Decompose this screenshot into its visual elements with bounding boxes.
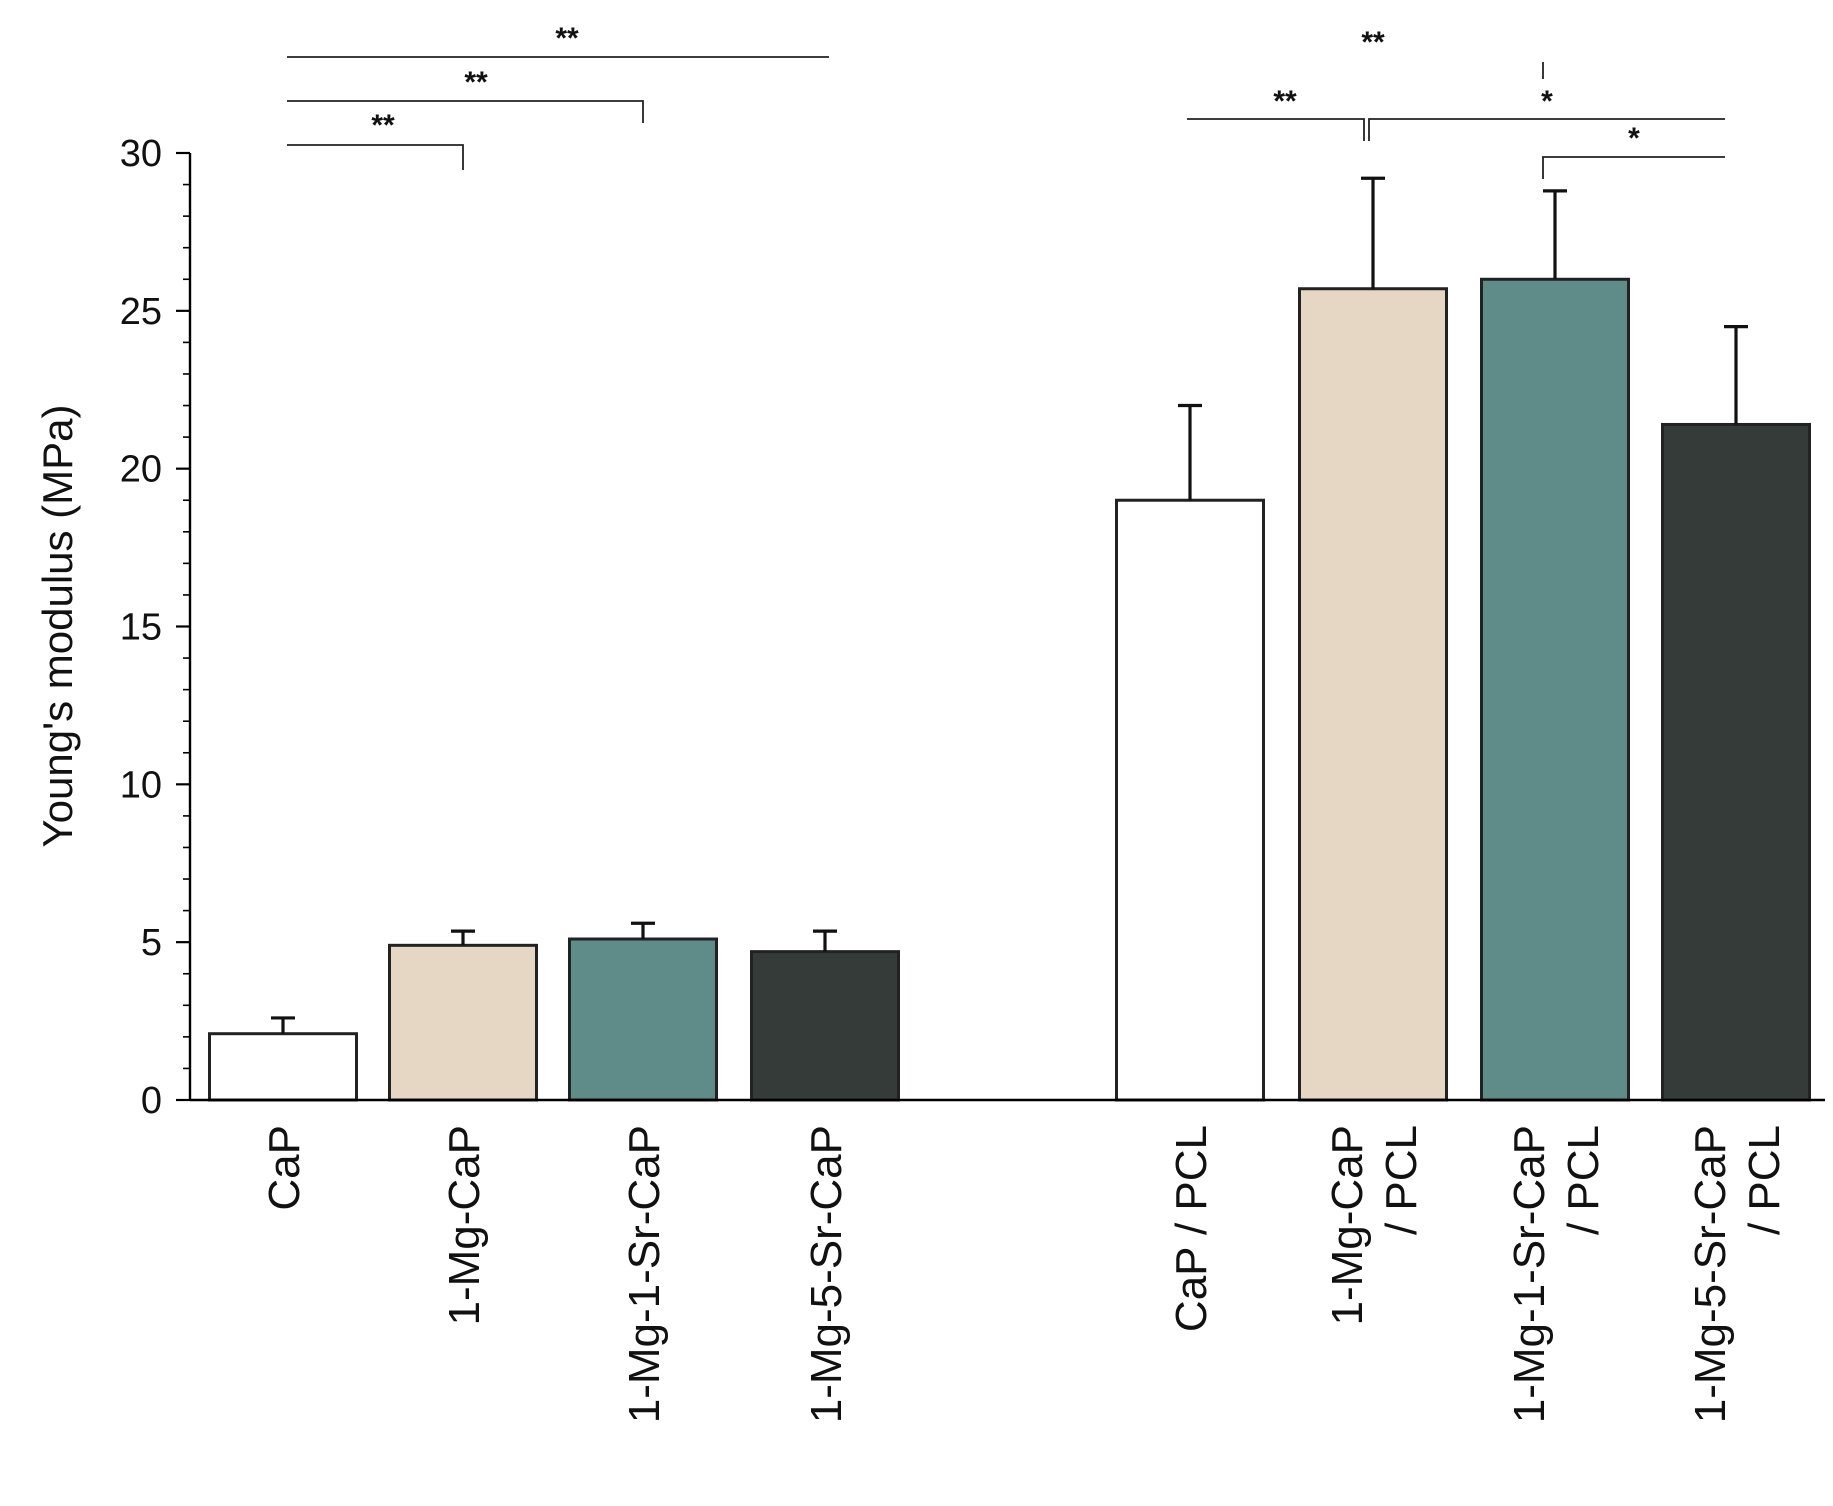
y-tick-label-1: 5: [141, 922, 162, 964]
y-tick-label-0: 0: [141, 1080, 162, 1122]
x-category-label-line: 1-Mg-5-Sr-CaP: [802, 1125, 851, 1423]
x-category-label-4: CaP / PCL: [1167, 1125, 1216, 1332]
bars-group: [208, 176, 1811, 1102]
bar-5: [1298, 287, 1448, 1102]
y-tick-label-6: 30: [120, 133, 162, 175]
x-category-label-line: / PCL: [1559, 1125, 1608, 1235]
x-category-label-line: 1-Mg-1-Sr-CaP: [1505, 1125, 1554, 1423]
x-category-label-line: 1-Mg-CaP: [440, 1125, 489, 1326]
significance-bracket-5: [1542, 156, 1725, 179]
significance-group: ******** ****: [287, 22, 1725, 179]
significance-bracket-3: [1187, 118, 1365, 141]
x-category-label-5: 1-Mg-CaP / PCL: [1323, 1125, 1426, 1326]
significance-bracket-2: [287, 144, 464, 170]
bar-7: [1661, 422, 1811, 1102]
y-tick-label-5: 25: [120, 291, 162, 333]
y-axis-title: Young's modulus (MPa): [34, 404, 81, 847]
x-category-label-3: 1-Mg-5-Sr-CaP: [802, 1125, 851, 1423]
bar-4: [1115, 498, 1265, 1102]
x-category-label-line: / PCL: [1740, 1125, 1789, 1235]
bar-6: [1480, 277, 1630, 1102]
y-tick-label-3: 15: [120, 607, 162, 649]
y-tick-label-4: 20: [120, 449, 162, 491]
significance-label-1: **: [464, 66, 488, 99]
x-category-label-7: 1-Mg-5-Sr-CaP / PCL: [1686, 1125, 1789, 1423]
x-category-label-line: CaP / PCL: [1167, 1125, 1216, 1332]
axis-group: 0 5 10 15 20 25 30 Young's modulus (MPa): [34, 133, 1825, 1122]
significance-label-0: **: [555, 22, 579, 55]
y-tick-label-2: 10: [120, 764, 162, 806]
x-category-label-line: 1-Mg-CaP: [1323, 1125, 1372, 1326]
bar-2: [568, 937, 718, 1102]
significance-bracket-4: [1368, 118, 1725, 141]
significance-label-2: **: [371, 109, 395, 142]
x-category-label-line: 1-Mg-5-Sr-CaP: [1686, 1125, 1735, 1423]
x-category-label-2: 1-Mg-1-Sr-CaP: [620, 1125, 669, 1423]
significance-bracket-1: [287, 100, 644, 123]
significance-label-3: **: [1273, 85, 1297, 118]
x-category-label-1: 1-Mg-CaP: [440, 1125, 489, 1326]
x-category-label-line: / PCL: [1377, 1125, 1426, 1235]
x-category-label-line: CaP: [260, 1125, 309, 1211]
significance-label-6: **: [1361, 26, 1385, 59]
bar-3: [750, 950, 900, 1102]
bar-1: [388, 943, 538, 1102]
x-category-label-6: 1-Mg-1-Sr-CaP / PCL: [1505, 1125, 1608, 1423]
x-category-label-line: 1-Mg-1-Sr-CaP: [620, 1125, 669, 1423]
significance-label-4: *: [1541, 85, 1553, 118]
bar-0: [208, 1032, 358, 1102]
category-labels-group: CaP 1-Mg-CaP 1-Mg-1-Sr-CaP 1-Mg-5-Sr-CaP CaP…: [260, 1125, 1789, 1423]
x-category-label-0: CaP: [260, 1125, 309, 1211]
significance-label-5: *: [1628, 122, 1640, 155]
